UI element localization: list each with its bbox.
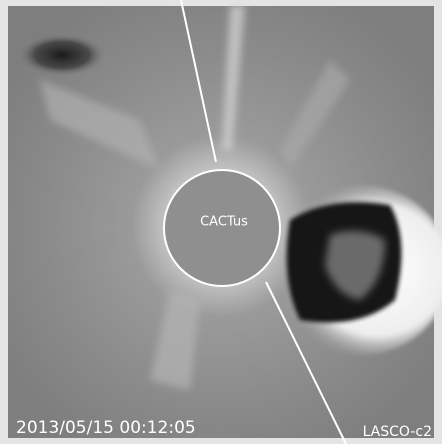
streamers [40,5,350,390]
occulter [163,169,281,287]
position-line [180,0,217,163]
cme [270,185,442,355]
dark-feature [17,33,107,77]
timestamp: 2013/05/15 00:12:05 [16,418,196,438]
position-line [265,281,347,444]
label: CACTus [200,215,248,230]
instrument: LASCO-c2 [363,424,432,440]
